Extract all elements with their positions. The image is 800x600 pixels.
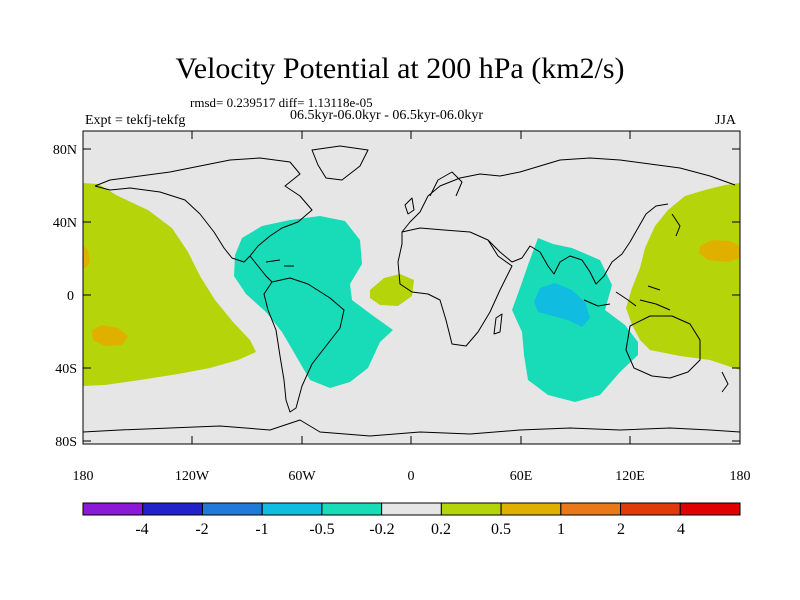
colorbar-label: -0.5 — [309, 521, 334, 538]
colorbar — [82, 502, 741, 516]
coast-indonesia — [583, 285, 671, 311]
lon-label-0: 0 — [408, 469, 415, 484]
colorbar-label: -1 — [255, 521, 268, 538]
map-title: Velocity Potential at 200 hPa (km2/s) — [175, 52, 625, 85]
lat-label-40n: 40N — [53, 216, 77, 231]
lon-label-180e: 180 — [730, 469, 751, 484]
lon-label-120w: 120W — [175, 469, 210, 484]
colorbar-box — [142, 502, 203, 516]
coastlines — [83, 145, 740, 437]
coast-africa — [397, 227, 513, 347]
contour-patch-north-pacific — [699, 240, 740, 262]
lat-label-80n: 80N — [53, 143, 77, 158]
contour-negative-atlantic — [234, 216, 393, 388]
lat-label-40s: 40S — [55, 362, 77, 377]
colorbar-box — [500, 502, 562, 516]
coast-greenland — [311, 145, 369, 181]
coast-japan — [671, 213, 681, 237]
lat-ticks — [83, 148, 740, 442]
colorbar-box — [440, 502, 502, 516]
experiment-label: Expt = tekfj-tekfg — [85, 113, 186, 128]
colorbar-labels: -4 -2 -1 -0.5 -0.2 0.2 0.5 1 2 4 — [135, 521, 685, 538]
colorbar-box — [82, 502, 144, 516]
coast-north-america — [94, 157, 313, 263]
season-label: JJA — [715, 113, 737, 128]
coast-south-asia — [487, 203, 669, 285]
colorbar-label: -2 — [195, 521, 208, 538]
lon-label-180w: 180 — [73, 469, 94, 484]
coast-europe — [401, 157, 736, 233]
coast-central-america — [249, 255, 273, 283]
colorbar-box — [321, 502, 383, 516]
lat-label-0: 0 — [67, 289, 74, 304]
colorbar-label: 4 — [677, 521, 685, 538]
rmsd-diff-stats: rmsd= 0.239517 diff= 1.13118e-05 — [190, 95, 373, 110]
contour-patch-west-edge — [83, 245, 90, 268]
colorbar-label: 1 — [557, 521, 565, 538]
colorbar-label: 0.5 — [491, 521, 511, 538]
coast-australia — [625, 315, 701, 379]
contour-positive-africa — [370, 274, 414, 306]
colorbar-box — [560, 502, 622, 516]
colorbar-box — [201, 502, 263, 516]
contour-negative-indian-core — [534, 283, 590, 327]
coast-south-america — [263, 277, 345, 413]
colorbar-box — [620, 502, 681, 516]
colorbar-box — [679, 502, 741, 516]
lon-label-60w: 60W — [288, 469, 316, 484]
lon-label-60e: 60E — [510, 469, 533, 484]
lon-label-120e: 120E — [615, 469, 645, 484]
coast-new-zealand — [721, 371, 729, 393]
period-label: 06.5kyr-06.0kyr - 06.5kyr-06.0kyr — [290, 108, 484, 123]
lat-label-80s: 80S — [55, 435, 77, 450]
colorbar-box — [261, 502, 323, 516]
coast-antarctica — [83, 419, 740, 437]
colorbar-label: 2 — [617, 521, 625, 538]
colorbar-label: -0.2 — [369, 521, 394, 538]
lon-ticks — [191, 131, 631, 444]
contour-positive-east-pacific — [626, 183, 740, 370]
coast-british-isles — [404, 197, 415, 215]
coast-caribbean — [265, 259, 294, 267]
colorbar-label: -4 — [135, 521, 148, 538]
contour-patch-south-pacific — [92, 325, 128, 346]
colorbar-label: 0.2 — [431, 521, 451, 538]
coast-madagascar — [493, 313, 503, 335]
colorbar-box — [381, 502, 442, 516]
coast-scandinavia — [429, 171, 463, 197]
